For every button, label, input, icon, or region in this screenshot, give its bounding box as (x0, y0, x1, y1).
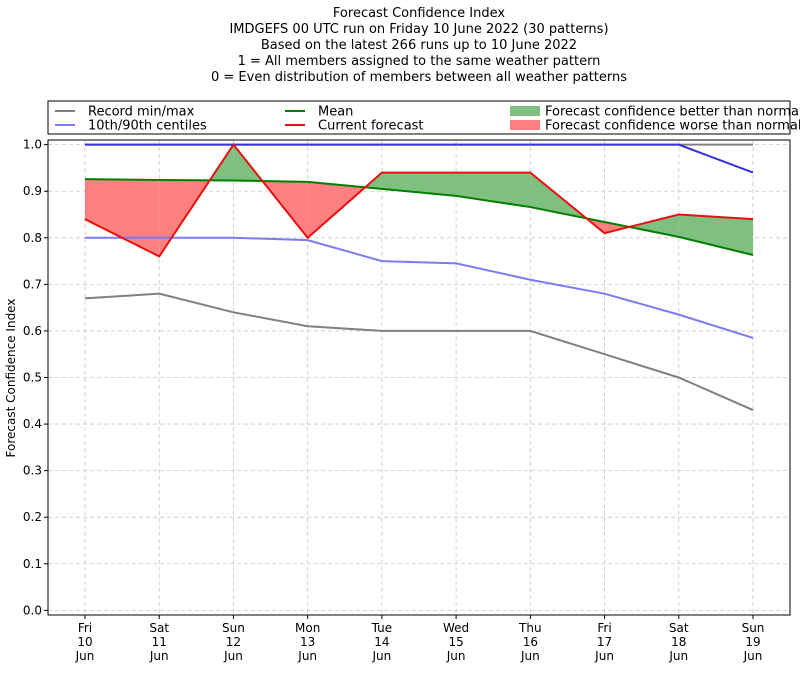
better-than-normal-area (678, 214, 753, 256)
y-tick-label: 0.3 (23, 464, 42, 478)
y-tick-label: 0.0 (23, 603, 42, 617)
y-tick-label: 0.7 (23, 277, 42, 291)
y-tick-label: 1.0 (23, 138, 42, 152)
x-tick-label: Sat (149, 621, 169, 635)
y-tick-label: 0.1 (23, 557, 42, 571)
legend-entry-label: Current forecast (318, 119, 424, 134)
x-tick-label: Jun (446, 649, 466, 663)
x-tick-label: Wed (443, 621, 469, 635)
x-tick-label: Sun (742, 621, 765, 635)
centile-90-line (85, 143, 754, 174)
y-tick-label: 0.9 (23, 184, 42, 198)
x-tick-label: Jun (149, 649, 169, 663)
x-tick-label: Mon (295, 621, 320, 635)
centile-10-line (85, 236, 754, 339)
x-tick-label: Tue (371, 621, 393, 635)
y-tick-label: 0.2 (23, 510, 42, 524)
x-axis: Fri10JunSat11JunSun12JunMon13JunTue14Jun… (75, 615, 765, 663)
legend-swatch (510, 120, 540, 130)
x-tick-label: 17 (597, 635, 612, 649)
x-tick-label: 10 (77, 635, 92, 649)
chart-title-line: 0 = Even distribution of members between… (211, 70, 627, 85)
legend-entry-label: 10th/90th centiles (88, 119, 207, 134)
plot-area (47, 139, 791, 616)
chart-title-line: Based on the latest 266 runs up to 10 Ju… (261, 38, 577, 53)
x-tick-label: Jun (75, 649, 95, 663)
legend-entry-label: Forecast confidence better than normal (545, 105, 800, 120)
x-tick-label: 19 (745, 635, 760, 649)
worse-than-normal-area (85, 179, 160, 257)
legend-entry-label: Forecast confidence worse than normal (545, 119, 800, 134)
legend-frame (47, 100, 791, 135)
y-tick-label: 0.8 (23, 231, 42, 245)
x-tick-label: 11 (152, 635, 167, 649)
worse-than-normal-area (307, 181, 366, 238)
x-tick-label: 15 (448, 635, 463, 649)
x-tick-label: Thu (518, 621, 542, 635)
y-tick-label: 0.4 (23, 417, 42, 431)
x-tick-label: Jun (520, 649, 540, 663)
better-than-normal-area (629, 214, 679, 237)
chart-title-line: Forecast Confidence Index (333, 6, 505, 21)
x-tick-label: Jun (668, 649, 688, 663)
x-tick-label: Sat (669, 621, 689, 635)
x-tick-label: 13 (300, 635, 315, 649)
x-tick-label: 12 (226, 635, 241, 649)
x-tick-label: 14 (374, 635, 389, 649)
x-tick-label: Fri (597, 621, 611, 635)
x-tick-label: Jun (223, 649, 243, 663)
x-tick-label: Jun (297, 649, 317, 663)
x-tick-label: Jun (743, 649, 763, 663)
y-axis: 0.0 0.1 0.2 0.3 0.4 0.5 0.6 0.7 0.8 0.9 1.0 (23, 138, 48, 617)
y-tick-label: 0.6 (23, 324, 42, 338)
x-tick-label: 16 (523, 635, 538, 649)
record-min-line (84, 292, 754, 412)
worse-than-normal-area (604, 221, 630, 234)
x-tick-label: Jun (594, 649, 614, 663)
x-tick-label: Sun (222, 621, 245, 635)
x-tick-label: 18 (671, 635, 686, 649)
mean-line (84, 178, 754, 256)
x-tick-label: Fri (78, 621, 92, 635)
legend-entry-label: Record min/max (88, 105, 195, 120)
chart-title-line: IMDGEFS 00 UTC run on Friday 10 June 202… (229, 22, 608, 37)
legend-swatch (510, 106, 540, 116)
legend-entry-label: Mean (318, 105, 353, 120)
y-axis-label: Forecast Confidence Index (4, 299, 18, 458)
x-tick-label: Jun (372, 649, 392, 663)
chart-title-line: 1 = All members assigned to the same wea… (238, 54, 601, 69)
current-forecast-line (84, 142, 754, 258)
y-tick-label: 0.5 (23, 371, 42, 385)
